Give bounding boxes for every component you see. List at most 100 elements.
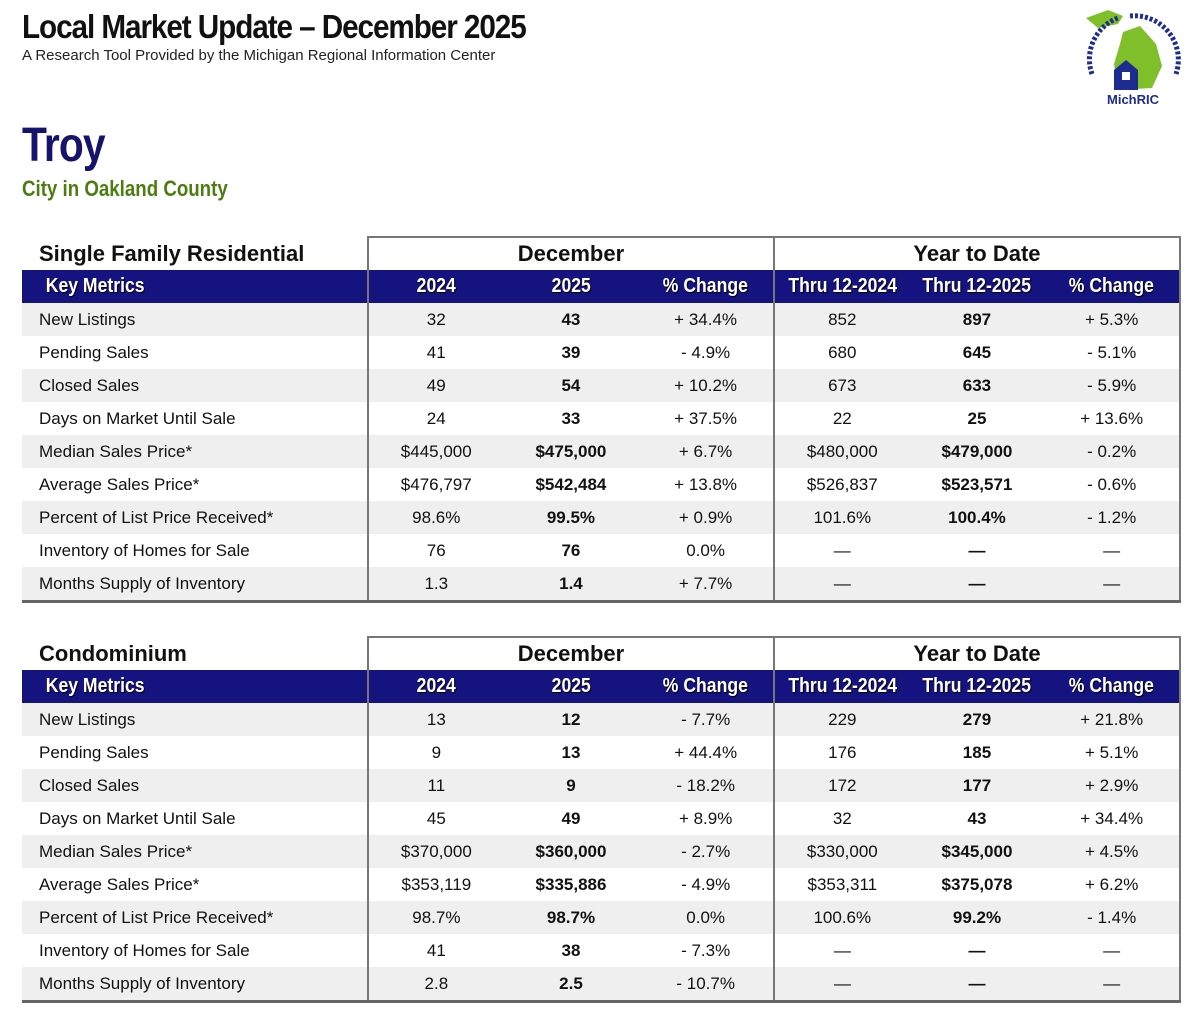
column-header: Key Metrics: [22, 270, 368, 303]
metric-value: 279: [909, 703, 1045, 736]
column-header: Thru 12-2025: [909, 670, 1045, 703]
metric-value: - 2.7%: [638, 835, 774, 868]
metric-value: 852: [772, 303, 910, 336]
metric-value: + 37.5%: [674, 408, 738, 428]
metric-value: 76: [561, 540, 581, 560]
metric-value: $360,000: [503, 835, 639, 868]
column-header: Thru 12-2024: [772, 270, 910, 303]
table-row: Inventory of Homes for Sale 41 38 - 7.3% — — —: [22, 934, 1181, 967]
metric-label: Days on Market Until Sale: [39, 808, 236, 828]
metric-value: - 0.2%: [1044, 435, 1181, 468]
metric-value: $445,000: [366, 435, 504, 468]
metric-value: —: [909, 967, 1045, 1003]
metric-value: 100.4%: [909, 501, 1045, 534]
metric-value: + 4.5%: [1044, 835, 1181, 868]
metric-value: 99.2%: [909, 901, 1045, 934]
svg-text:MichRIC: MichRIC: [1107, 92, 1160, 107]
metric-value: 2.5: [503, 967, 639, 1003]
metric-value: - 5.9%: [1044, 369, 1181, 402]
table-row: Days on Market Until Sale 24 33 + 37.5% 22 25…: [22, 402, 1181, 435]
column-header: 2025: [503, 270, 639, 303]
michric-logo: MichRIC: [1086, 10, 1181, 107]
column-header: Thru 12-2024: [772, 670, 910, 703]
metric-value: 98.7%: [503, 901, 639, 934]
metric-label: Average Sales Price*: [39, 474, 200, 494]
metric-value: $353,119: [367, 868, 504, 901]
metric-value: 645: [962, 342, 992, 362]
metric-label: New Listings: [22, 703, 369, 736]
table-row: Percent of List Price Received* 98.7% 98.7…: [22, 901, 1181, 934]
metric-value: - 7.7%: [638, 703, 774, 736]
metric-value: 11: [367, 769, 504, 802]
metric-value: 41: [366, 336, 504, 369]
metric-value: —: [772, 934, 910, 967]
metric-value: —: [1044, 567, 1181, 603]
metric-label: Months Supply of Inventory: [22, 567, 368, 603]
group-header-ytd: Year to Date: [772, 236, 1182, 270]
metric-value: + 34.4%: [638, 303, 774, 336]
metric-value: $526,837: [772, 468, 910, 501]
metric-value: —: [1044, 934, 1181, 967]
metric-value: —: [1044, 967, 1181, 1003]
county-subtitle: City in Oakland County: [22, 176, 228, 201]
metric-value: $480,000: [772, 435, 910, 468]
metric-value: $370,000: [367, 835, 504, 868]
metric-value: 172: [772, 769, 910, 802]
table-row: Percent of List Price Received* 98.6% 99.5…: [22, 501, 1181, 534]
metric-value: + 21.8%: [1044, 703, 1181, 736]
metric-value: + 5.1%: [1044, 736, 1181, 769]
metric-value: - 0.6%: [1044, 468, 1181, 501]
metric-value: —: [968, 940, 986, 960]
condominium-table: Condominium December Year to Date Key Met…: [22, 636, 1182, 1003]
metric-value: 13: [561, 742, 581, 762]
metric-value: - 7.3%: [681, 940, 731, 960]
metric-value: $353,311: [772, 868, 910, 901]
metric-value: + 13.6%: [1044, 402, 1181, 435]
metric-label: Median Sales Price*: [22, 835, 369, 868]
metric-value: + 6.7%: [638, 435, 774, 468]
table-row: New Listings 13 12- 7.7% 229 279 + 21.8%: [22, 703, 1181, 736]
metric-value: $523,571: [941, 474, 1013, 494]
single-family-table: Single Family Residential December Year …: [22, 236, 1182, 603]
metric-value: 101.6%: [772, 501, 910, 534]
metric-label: Pending Sales: [39, 742, 149, 762]
report-subtitle: A Research Tool Provided by the Michigan…: [22, 47, 496, 64]
metric-value: —: [772, 567, 910, 603]
metric-label: Closed Sales: [22, 769, 369, 802]
metric-value: —: [772, 967, 910, 1003]
table-row: Average Sales Price* $353,119 $335,886 - 4.…: [22, 868, 1181, 901]
metric-value: + 5.3%: [1044, 303, 1181, 336]
metric-value: - 4.9%: [681, 342, 731, 362]
metric-value: 39: [561, 342, 581, 362]
metric-value: 24: [366, 402, 504, 435]
metric-label: New Listings: [22, 303, 368, 336]
metric-value: —: [909, 567, 1045, 603]
metric-value: $475,000: [503, 435, 639, 468]
column-header: Key Metrics: [22, 670, 369, 703]
column-header: Thru 12-2025: [909, 270, 1045, 303]
group-header-december: December: [366, 236, 775, 270]
metric-value: 185: [962, 742, 992, 762]
metric-value: 680: [772, 336, 910, 369]
metric-value: - 10.7%: [638, 967, 774, 1003]
metric-value: 33: [561, 408, 581, 428]
metric-value: 45: [367, 802, 504, 835]
table-row: Months Supply of Inventory 1.3 1.4 + 7.7% — —…: [22, 567, 1181, 603]
table-row: New Listings 32 43 + 34.4% 852 897 + 5.3%: [22, 303, 1181, 336]
metric-label: Months Supply of Inventory: [22, 967, 369, 1003]
metric-value: 2.8: [367, 967, 504, 1003]
metric-value: + 7.7%: [638, 567, 774, 603]
metric-value: $335,886: [535, 874, 607, 894]
metric-value: 0.0%: [638, 901, 774, 934]
metric-value: 13: [367, 703, 504, 736]
metric-label: Percent of List Price Received*: [22, 501, 368, 534]
group-header-december: December: [367, 636, 775, 670]
metric-value: 1.3: [366, 567, 504, 603]
metric-label: Median Sales Price*: [22, 435, 368, 468]
metric-value: 38: [561, 940, 581, 960]
column-header: 2024: [367, 670, 504, 703]
metric-value: - 18.2%: [638, 769, 774, 802]
table-row: Pending Sales 9 13 + 44.4% 176 185 + 5.1%: [22, 736, 1181, 769]
metric-value: + 6.2%: [1044, 868, 1181, 901]
metric-value: —: [1044, 534, 1181, 567]
